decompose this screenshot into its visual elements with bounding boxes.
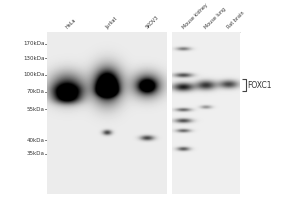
Text: SKOV3: SKOV3 [145, 15, 160, 30]
Text: 100kDa: 100kDa [23, 72, 45, 77]
Text: 130kDa: 130kDa [23, 56, 45, 61]
Text: Mouse kidney: Mouse kidney [182, 3, 209, 30]
Text: 35kDa: 35kDa [27, 151, 45, 156]
Text: Mouse lung: Mouse lung [204, 7, 227, 30]
Text: FOXC1: FOXC1 [247, 81, 272, 90]
Text: 170kDa: 170kDa [23, 41, 45, 46]
Text: 40kDa: 40kDa [27, 138, 45, 143]
Text: 55kDa: 55kDa [27, 107, 45, 112]
FancyBboxPatch shape [47, 32, 166, 194]
FancyBboxPatch shape [172, 32, 240, 194]
Text: Rat brain: Rat brain [226, 11, 246, 30]
Text: HeLa: HeLa [65, 18, 77, 30]
Text: 70kDa: 70kDa [27, 89, 45, 94]
Text: Jurkat: Jurkat [105, 16, 118, 30]
